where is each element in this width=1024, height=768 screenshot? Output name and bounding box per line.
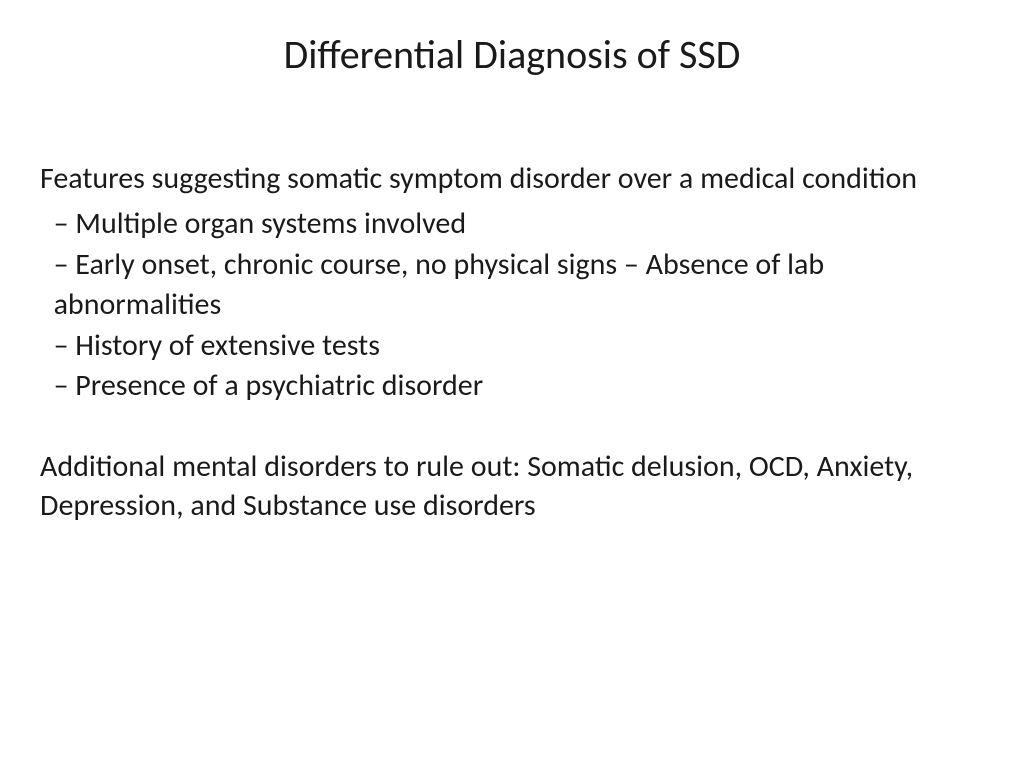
bullet-item: – Early onset, chronic course, no physic…	[40, 245, 984, 326]
slide-title: Differential Diagnosis of SSD	[40, 30, 984, 79]
bullet-item: – Multiple organ systems involved	[40, 204, 984, 245]
bullet-item: – History of extensive tests	[40, 326, 984, 367]
closing-paragraph: Additional mental disorders to rule out:…	[40, 447, 984, 525]
section-heading: Features suggesting somatic symptom diso…	[40, 159, 984, 198]
bullet-list: – Multiple organ systems involved – Earl…	[40, 204, 984, 407]
bullet-item: – Presence of a psychiatric disorder	[40, 366, 984, 407]
